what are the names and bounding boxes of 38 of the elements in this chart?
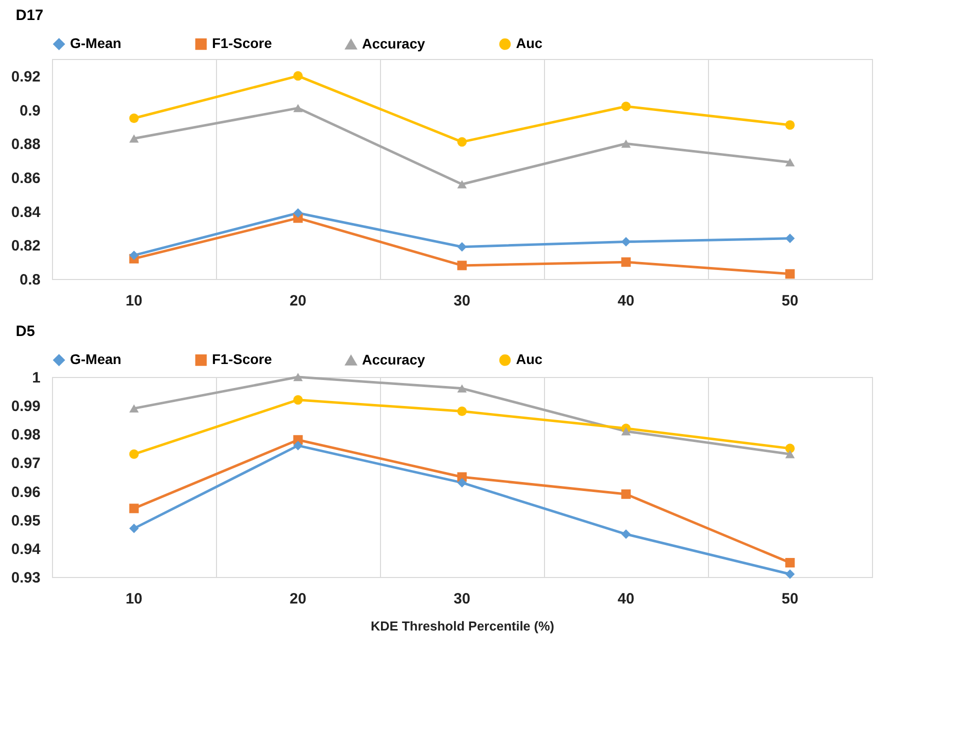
y-tick-label: 0.82	[11, 238, 40, 255]
x-tick-label: 20	[290, 590, 306, 608]
y-tick-label: 0.97	[11, 455, 40, 472]
y-tick-label: 0.84	[11, 204, 42, 221]
x-tick-label: 50	[782, 590, 798, 608]
chart-title: D5	[16, 323, 35, 340]
y-tick-label: 0.94	[11, 540, 42, 558]
x-tick-label: 50	[782, 292, 798, 310]
x-tick-label: 20	[290, 292, 306, 310]
y-tick-label: 0.88	[11, 136, 40, 154]
y-tick-label: 0.98	[11, 426, 40, 444]
legend-label: F1-Score	[212, 35, 272, 52]
x-axis-title: KDE Threshold Percentile (%)	[370, 618, 554, 634]
x-tick-label: 10	[126, 292, 142, 310]
legend-label: Auc	[516, 351, 543, 368]
y-tick-label: 0.86	[11, 170, 40, 187]
chart-title: D17	[16, 7, 44, 24]
x-tick-label: 40	[618, 590, 634, 608]
y-tick-label: 0.92	[11, 68, 40, 86]
point	[129, 113, 139, 123]
x-tick-label: 30	[454, 292, 470, 310]
x-tick-label: 10	[126, 590, 142, 608]
legend-label: F1-Score	[212, 351, 272, 368]
legend-label: Accuracy	[362, 35, 426, 52]
x-tick-label: 30	[454, 590, 470, 608]
y-tick-label: 0.99	[11, 398, 40, 416]
x-tick-label: 40	[618, 292, 634, 310]
legend-label: G-Mean	[70, 351, 122, 368]
y-tick-label: 0.9	[20, 102, 40, 120]
legend-label: Auc	[516, 35, 543, 52]
y-tick-label: 0.95	[11, 512, 40, 530]
point	[621, 237, 631, 247]
y-tick-label: 0.96	[11, 484, 40, 501]
y-tick-label: 1	[32, 370, 40, 386]
legend-label: G-Mean	[70, 35, 122, 52]
y-tick-label: 0.8	[20, 272, 40, 288]
y-tick-label: 0.93	[11, 570, 40, 586]
legend-label: Accuracy	[362, 351, 426, 368]
